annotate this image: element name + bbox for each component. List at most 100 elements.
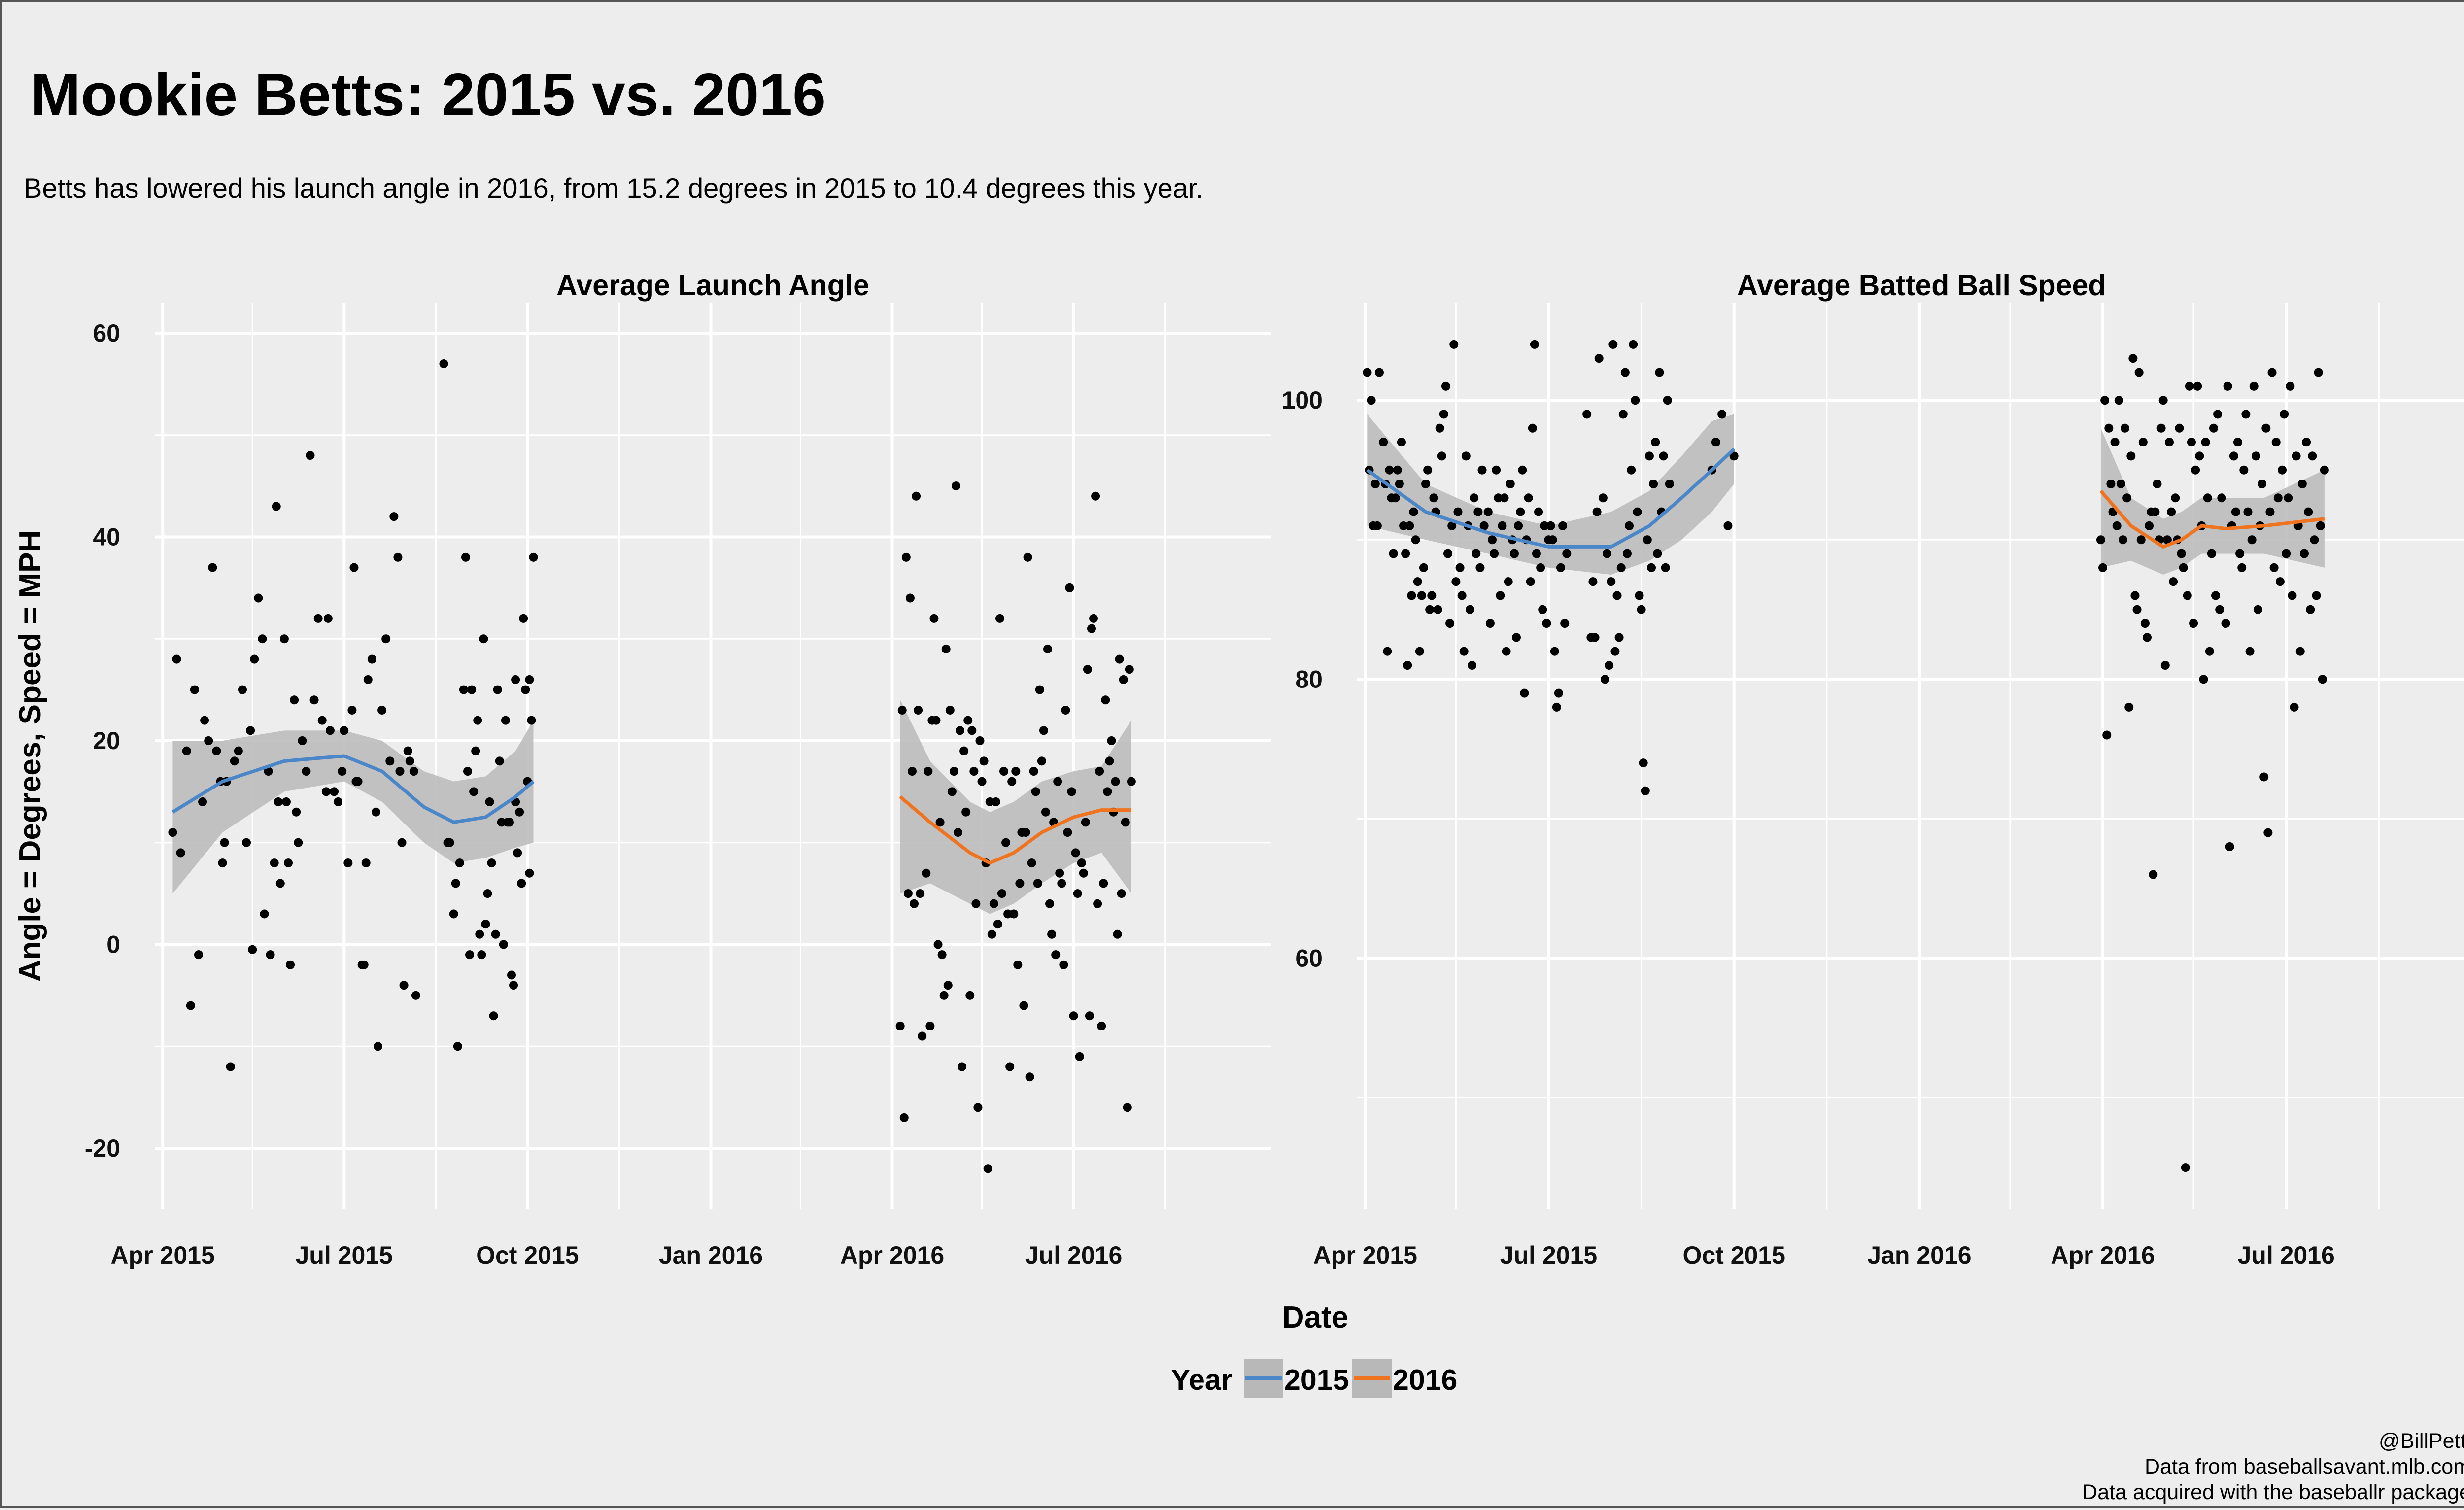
panel-1: Average Launch Angle Apr 2015 Jul 2015 Oct …: [85, 269, 1271, 1269]
data-point-2016: [2145, 521, 2154, 530]
data-point-2016: [2290, 702, 2299, 712]
data-point-2015: [204, 736, 213, 745]
x-tick-label: Jul 2016: [1025, 1241, 1122, 1269]
data-point-2016: [956, 726, 965, 735]
data-point-2015: [275, 879, 285, 888]
data-point-2016: [931, 716, 941, 725]
x-tick-label: Jul 2016: [2237, 1241, 2334, 1269]
confidence-band-2016: [900, 700, 1131, 914]
data-point-2016: [937, 950, 947, 960]
data-point-2016: [2201, 438, 2210, 447]
data-point-2015: [325, 726, 335, 735]
data-point-2015: [1528, 423, 1537, 433]
data-point-2015: [1435, 423, 1444, 433]
data-point-2016: [1073, 889, 1082, 898]
data-point-2015: [1397, 438, 1406, 447]
data-point-2016: [2295, 647, 2305, 656]
data-point-2015: [266, 950, 275, 960]
data-point-2016: [916, 889, 925, 898]
data-point-2015: [1475, 563, 1485, 572]
data-point-2015: [1487, 535, 1497, 545]
data-point-2016: [1005, 1062, 1015, 1071]
data-point-2016: [963, 716, 973, 725]
data-point-2015: [1403, 661, 1412, 670]
data-point-2016: [2114, 396, 2123, 405]
data-point-2015: [511, 675, 520, 684]
data-point-2016: [2217, 493, 2226, 503]
data-point-2015: [1504, 577, 1513, 586]
data-point-2015: [1518, 465, 1527, 475]
data-point-2015: [495, 756, 504, 766]
data-point-2016: [2167, 507, 2176, 516]
data-point-2016: [2122, 493, 2132, 503]
data-point-2015: [230, 756, 239, 766]
data-point-2016: [2247, 535, 2257, 545]
data-point-2016: [2130, 591, 2140, 600]
data-point-2016: [991, 797, 1000, 807]
data-point-2015: [1618, 410, 1628, 419]
data-point-2015: [525, 868, 534, 878]
data-point-2015: [1661, 563, 1670, 572]
data-point-2016: [2195, 451, 2204, 461]
data-point-2015: [172, 654, 181, 664]
data-point-2016: [2233, 438, 2243, 447]
data-point-2015: [519, 614, 528, 623]
data-point-2016: [2308, 451, 2317, 461]
data-point-2015: [1526, 577, 1535, 586]
data-point-2015: [1653, 549, 1662, 558]
data-point-2015: [1453, 507, 1463, 516]
data-point-2015: [1477, 465, 1487, 475]
data-point-2015: [381, 634, 391, 644]
data-point-2016: [1029, 767, 1038, 776]
data-point-2016: [2292, 451, 2301, 461]
data-point-2015: [323, 614, 333, 623]
data-point-2015: [481, 920, 490, 929]
data-point-2016: [1035, 685, 1044, 694]
data-point-2016: [1067, 787, 1076, 796]
data-point-2016: [977, 777, 987, 786]
data-point-2015: [1546, 521, 1555, 530]
data-point-2015: [1622, 549, 1632, 558]
data-point-2016: [2193, 381, 2202, 391]
trend-line-2016: [2099, 489, 2325, 549]
data-point-2015: [218, 858, 227, 868]
data-point-2015: [1490, 549, 1499, 558]
y-tick-label: 20: [93, 727, 120, 755]
x-tick-label: Apr 2015: [1313, 1241, 1417, 1269]
data-point-2016: [1025, 1072, 1034, 1082]
data-point-2015: [1441, 381, 1450, 391]
data-point-2016: [2171, 493, 2180, 503]
data-point-2016: [2207, 549, 2216, 558]
data-point-2015: [168, 828, 177, 837]
data-point-2015: [1610, 647, 1620, 656]
data-point-2015: [1554, 688, 1563, 698]
data-point-2015: [1647, 563, 1656, 572]
data-point-2015: [1407, 591, 1416, 600]
data-point-2015: [292, 807, 301, 817]
data-point-2016: [2203, 493, 2212, 503]
data-point-2016: [2299, 549, 2309, 558]
data-point-2016: [907, 767, 917, 776]
data-point-2016: [2116, 480, 2125, 488]
facet-panels: Average Launch Angle Apr 2015 Jul 2015 Oct …: [85, 269, 2464, 1269]
data-point-2016: [2211, 591, 2221, 600]
data-point-2016: [1123, 1103, 1132, 1112]
data-point-2015: [220, 838, 229, 847]
data-point-2016: [1063, 828, 1072, 837]
data-point-2015: [467, 685, 477, 694]
data-point-2016: [1107, 736, 1116, 745]
data-point-2016: [2209, 423, 2218, 433]
data-point-2016: [2239, 465, 2249, 475]
data-point-2015: [525, 675, 534, 684]
data-point-2015: [1423, 465, 1433, 475]
data-point-2016: [1101, 695, 1110, 705]
data-point-2015: [1538, 605, 1547, 614]
data-point-2016: [2098, 563, 2108, 572]
data-point-2016: [961, 807, 971, 817]
data-point-2016: [1033, 879, 1042, 888]
data-point-2016: [924, 767, 933, 776]
data-point-2016: [899, 1113, 909, 1122]
data-point-2016: [965, 991, 975, 1000]
data-point-2015: [1461, 451, 1471, 461]
